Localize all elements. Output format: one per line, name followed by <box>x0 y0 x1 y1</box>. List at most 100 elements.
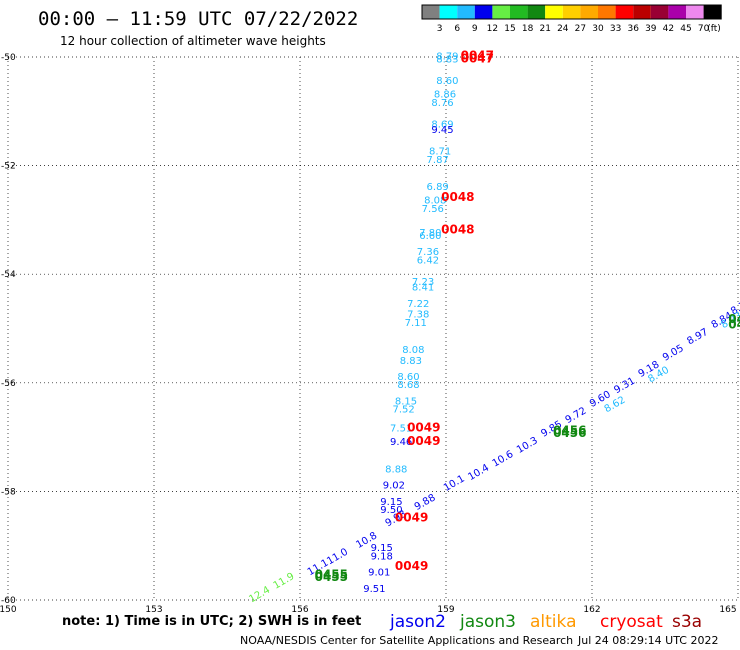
color-swatch <box>615 5 634 19</box>
color-scale-unit: (ft) <box>707 24 721 34</box>
wave-height-label: 7.22 <box>407 299 429 310</box>
wave-height-label: 7.11 <box>405 318 427 329</box>
wave-height-label: 7.38 <box>407 310 429 321</box>
legend-cryosat: cryosat <box>600 612 663 632</box>
wave-height-label: 8.41 <box>412 282 434 293</box>
color-scale-label: 36 <box>627 24 639 34</box>
color-swatch <box>510 5 528 19</box>
wave-height-label: 9.01 <box>368 568 390 579</box>
wave-height-label: 6.89 <box>427 182 449 193</box>
wave-height-label: 10.1 <box>442 473 467 494</box>
time-label: 0048 <box>441 222 474 236</box>
color-swatch <box>650 5 669 19</box>
series-cryosat: 9.459.469.029.159.509.159.189.019.51 <box>363 125 453 595</box>
x-tick-label: 165 <box>719 605 736 615</box>
wave-height-label: 7.87 <box>427 155 449 166</box>
color-scale-label: 70 <box>698 24 710 34</box>
color-swatch <box>668 5 686 19</box>
legend-s3a: s3a <box>672 612 702 632</box>
x-tick-label: 162 <box>583 605 600 615</box>
note-text: note: 1) Time is in UTC; 2) SWH is in fe… <box>62 614 361 629</box>
color-swatch <box>474 5 493 19</box>
color-scale-label: 18 <box>522 24 534 34</box>
color-scale-label: 42 <box>663 24 674 34</box>
x-tick-label: 156 <box>291 605 308 615</box>
wave-height-label: 9.46 <box>390 437 412 448</box>
time-label: 0457 <box>728 318 740 332</box>
wave-height-label: 7.80 <box>419 228 441 239</box>
y-tick-label: -56 <box>1 379 16 389</box>
time-label: 0049 <box>407 434 440 448</box>
time-label: 0455 <box>315 570 348 584</box>
color-scale-label: 12 <box>487 24 498 34</box>
color-scale-label: 6 <box>454 24 460 34</box>
wave-height-label: 8.71 <box>429 147 451 158</box>
wave-height-label: 9.05 <box>661 343 686 364</box>
time-label: 0047 <box>461 49 494 63</box>
wave-height-label: 8.70 <box>729 297 740 318</box>
color-swatch <box>703 5 722 19</box>
color-swatch <box>562 5 581 19</box>
wave-height-label: 8.60 <box>436 76 458 87</box>
wave-height-label: 12.4 <box>247 585 272 606</box>
color-scale-label: 21 <box>539 24 550 34</box>
wave-height-label: 8.08 <box>402 345 424 356</box>
x-tick-label: 159 <box>437 605 454 615</box>
wave-height-label: 8.08 <box>424 196 446 207</box>
wave-height-label: 8.97 <box>685 327 710 348</box>
color-swatch <box>439 5 458 19</box>
time-label: 0456 <box>553 426 586 440</box>
wave-height-label: 10.4 <box>466 462 491 483</box>
wave-height-label: 9.31 <box>612 376 637 397</box>
time-label: 0048 <box>441 190 474 204</box>
color-scale-label: 27 <box>575 24 586 34</box>
wave-height-label: 7.52 <box>392 405 414 416</box>
wave-height-label: 8.15 <box>395 397 417 408</box>
x-tick-label: 150 <box>0 605 17 615</box>
wave-height-label: 6.60 <box>419 231 441 242</box>
color-scale-label: 39 <box>645 24 657 34</box>
wave-height-label: 9.15 <box>371 543 393 554</box>
color-swatch <box>492 5 510 19</box>
wave-height-label: 9.18 <box>371 551 393 562</box>
wave-height-label: 8.68 <box>397 380 419 391</box>
y-tick-label: -58 <box>1 487 16 497</box>
wave-height-label: 9.50 <box>380 505 402 516</box>
time-label: 0456 <box>553 423 586 437</box>
footer-timestamp: Jul 24 08:29:14 UTC 2022 <box>577 634 718 647</box>
color-scale-frame <box>421 4 722 20</box>
color-swatch <box>686 5 704 19</box>
color-scale-label: 24 <box>557 24 569 34</box>
chart-subtitle: 12 hour collection of altimeter wave hei… <box>60 34 326 48</box>
color-scale: 3 6 9 12 15 18 21 24 27 30 33 36 39 42 45 70(ft) <box>421 4 722 34</box>
wave-height-label: 8.79 <box>436 52 458 63</box>
wave-height-label: 10.3 <box>515 435 540 456</box>
wave-height-label: 9.15 <box>380 497 402 508</box>
wave-height-label: 9.45 <box>431 125 453 136</box>
time-label: 0047 <box>461 51 494 65</box>
color-scale-label: 30 <box>592 24 604 34</box>
y-tick-label: -52 <box>1 162 16 172</box>
series-jason3: 12.411.9 <box>247 571 296 605</box>
color-swatch <box>527 5 546 19</box>
color-scale-label: 3 <box>437 24 443 34</box>
wave-height-label: 8.86 <box>434 90 456 101</box>
y-tick-label: -50 <box>1 53 16 63</box>
series-time: 045704570456045604550455 <box>315 312 740 584</box>
chart-title: 00:00 – 11:59 UTC 07/22/2022 <box>38 8 358 30</box>
color-scale-label: 9 <box>472 24 478 34</box>
series-cryosat: 8.798.838.608.868.768.698.717.876.898.08… <box>385 52 458 476</box>
time-label: 0049 <box>407 421 440 435</box>
wave-height-label: 8.83 <box>436 54 458 65</box>
legend-jason2: jason2 <box>389 612 446 632</box>
color-swatch <box>422 5 440 19</box>
satellite-legend: note: 1) Time is in UTC; 2) SWH is in fe… <box>62 612 702 632</box>
wave-height-label: 8.83 <box>400 356 422 367</box>
color-scale-label: 15 <box>504 24 515 34</box>
time-label: 0457 <box>728 312 740 326</box>
color-swatch <box>457 5 475 19</box>
wave-height-label: 8.76 <box>431 98 453 109</box>
wave-height-label: 11.0 <box>325 547 350 568</box>
